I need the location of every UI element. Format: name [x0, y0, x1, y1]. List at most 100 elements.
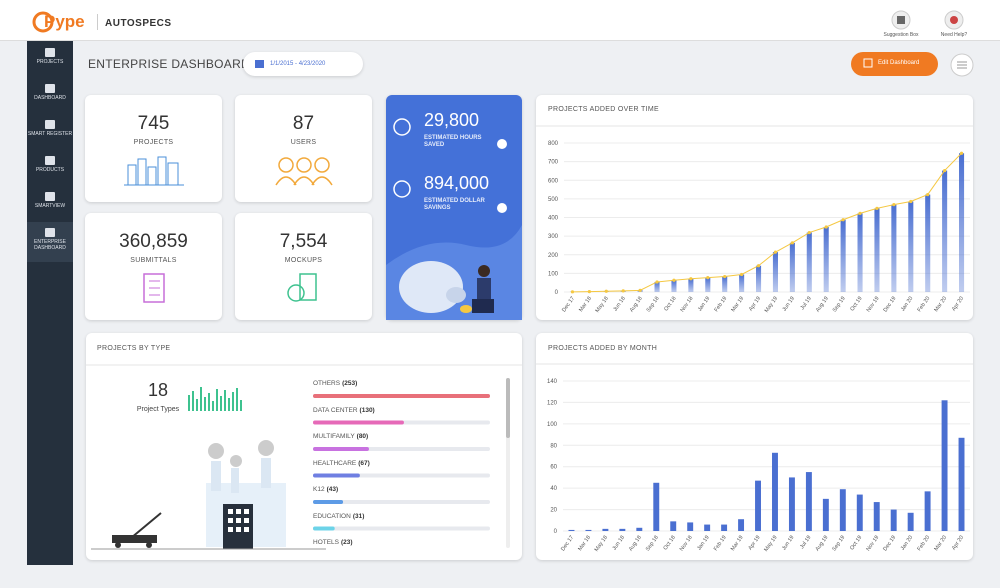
x-tick-label: May 19 — [764, 296, 779, 314]
sidebar-item[interactable]: PRODUCTS — [35, 167, 65, 173]
x-tick-label: Aug 18 — [629, 296, 644, 314]
bar — [822, 498, 829, 531]
type-count-label: Project Types — [136, 406, 180, 413]
sidebar-item[interactable]: DASHBOARD — [34, 95, 66, 101]
bar — [688, 278, 694, 292]
line-point — [773, 250, 778, 254]
line-point — [892, 203, 896, 207]
type-count: (23) — [341, 539, 353, 546]
stat-label: USERS — [290, 139, 317, 146]
bar — [890, 509, 897, 531]
x-tick-label: Nov 18 — [679, 535, 694, 553]
bar — [670, 521, 677, 531]
line-point — [655, 280, 659, 284]
suggestion-box[interactable]: Suggestion Box — [883, 32, 919, 38]
bar — [805, 472, 812, 531]
chart-card — [536, 95, 973, 320]
y-tick-label: 0 — [554, 529, 558, 535]
icon-part — [299, 273, 317, 301]
type-count: (31) — [352, 512, 365, 520]
type-name: EDUCATION — [313, 512, 351, 520]
line-point — [841, 218, 845, 222]
x-tick-label: Feb 20 — [917, 296, 932, 313]
y-tick-label: 20 — [550, 508, 557, 514]
type-count: (43) — [326, 486, 339, 493]
y-tick-label: 40 — [550, 486, 557, 492]
x-tick-label: Dec 17 — [561, 296, 576, 314]
bar — [722, 276, 728, 292]
type-bar — [313, 500, 344, 504]
bar — [874, 208, 880, 292]
brand: Pype — [44, 12, 85, 31]
bar — [873, 502, 880, 531]
line-point — [756, 264, 761, 268]
sidebar-item[interactable]: SMARTVIEW — [34, 203, 66, 209]
sidebar-item[interactable]: SMART REGISTER — [27, 131, 73, 137]
bar — [772, 452, 778, 531]
x-tick-label: Oct 18 — [663, 296, 677, 313]
y-tick-label: 500 — [548, 197, 559, 203]
x-tick-label: Apr 19 — [747, 535, 761, 552]
x-tick-label: Sep 19 — [832, 296, 847, 314]
bar — [739, 274, 745, 292]
y-tick-label: 800 — [548, 141, 559, 147]
line-point — [621, 289, 625, 293]
line-point — [807, 230, 811, 235]
line-point — [959, 151, 964, 155]
x-tick-label: Dec 17 — [560, 535, 575, 553]
sidebar-icon — [45, 48, 55, 57]
calendar-icon — [255, 60, 264, 68]
type-track — [313, 500, 490, 504]
icon-part — [275, 176, 297, 186]
type-name: OTHERS — [313, 380, 341, 387]
line-point — [604, 289, 608, 293]
edit-button[interactable] — [851, 52, 938, 76]
x-tick-label: Apr 20 — [951, 535, 965, 552]
sidebar-item[interactable]: PROJECTS — [36, 59, 64, 65]
x-tick-label: Jan 20 — [900, 535, 914, 552]
type-bar — [313, 394, 490, 398]
y-tick-label: 100 — [547, 422, 558, 428]
line-point — [587, 290, 591, 294]
line-point — [875, 206, 879, 210]
x-tick-label: Aug 18 — [628, 535, 643, 553]
y-tick-label: 140 — [547, 379, 558, 385]
stat-value: 7,554 — [279, 231, 328, 252]
savings-label: ESTIMATED DOLLAR SAVINGS — [424, 198, 485, 211]
icon-part — [287, 284, 305, 302]
bar — [654, 281, 660, 292]
line-point — [824, 225, 828, 229]
type-row: HOTELS (23) — [313, 539, 353, 546]
type-count: (130) — [359, 406, 375, 414]
type-bar — [313, 420, 404, 425]
bar — [823, 226, 829, 292]
type-row: OTHERS (253) — [313, 380, 357, 387]
y-tick-label: 0 — [555, 290, 559, 296]
sidebar-item[interactable]: ENTERPRISE DASHBOARD — [34, 239, 66, 251]
savings-illustration — [386, 118, 522, 320]
bar — [891, 204, 897, 292]
type-title: PROJECTS BY TYPE — [97, 345, 171, 352]
y-tick-label: 120 — [547, 400, 558, 406]
type-count: (80) — [356, 433, 369, 440]
x-tick-label: Sep 18 — [645, 535, 660, 553]
bar — [908, 201, 914, 292]
bar — [687, 522, 694, 531]
need-help[interactable]: Need Help? — [940, 32, 968, 38]
type-bar — [313, 526, 335, 531]
date-range: 1/1/2015 - 4/23/2020 — [270, 61, 326, 67]
edit-icon — [863, 58, 873, 68]
bar — [924, 491, 931, 531]
bar — [705, 277, 711, 292]
x-tick-label: Nov 19 — [865, 535, 880, 553]
icon-part — [293, 176, 315, 186]
x-tick-label: Dec 19 — [883, 296, 898, 314]
menu-button[interactable] — [949, 52, 975, 78]
y-tick-label: 80 — [550, 443, 557, 449]
bar — [756, 265, 762, 292]
icon-part — [167, 162, 179, 186]
x-tick-label: Jun 18 — [612, 535, 626, 552]
bar — [839, 489, 846, 531]
